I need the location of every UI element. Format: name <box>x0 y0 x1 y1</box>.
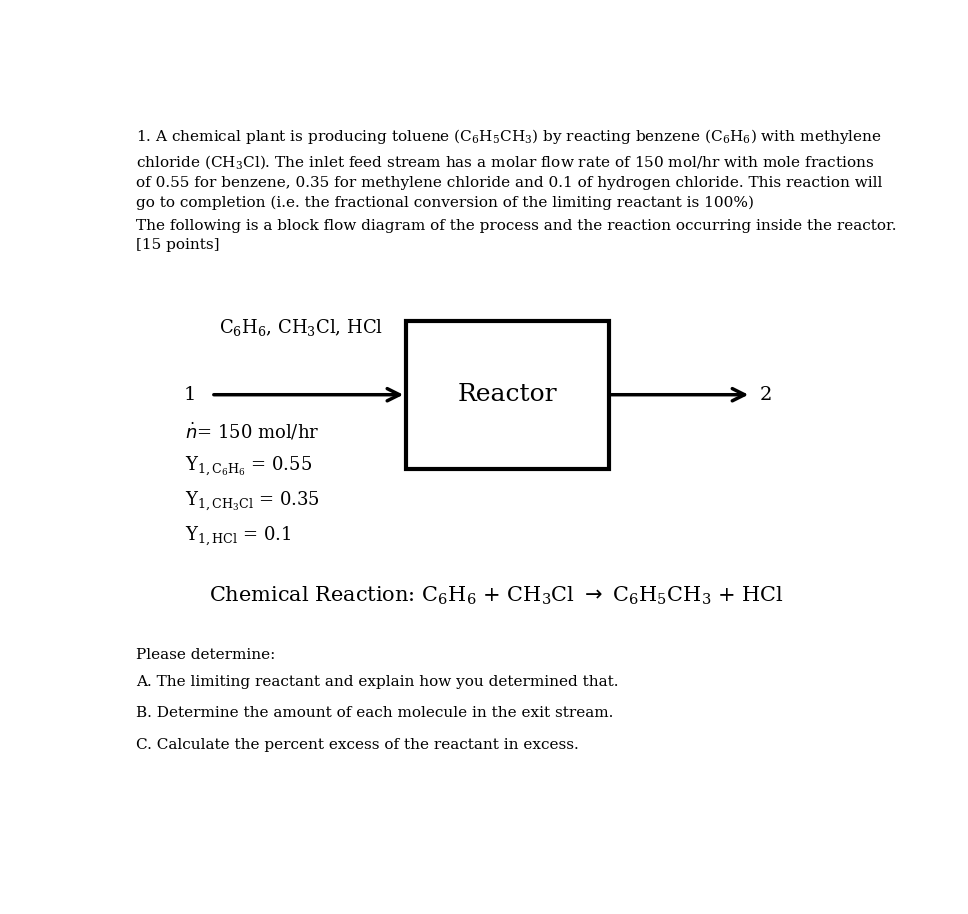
Bar <box>407 321 609 469</box>
Text: $\mathregular{Y_{1,HCl}}$ = 0.1: $\mathregular{Y_{1,HCl}}$ = 0.1 <box>185 525 291 548</box>
Text: A. The limiting reactant and explain how you determined that.: A. The limiting reactant and explain how… <box>136 675 619 689</box>
Text: $\dot{n}$= 150 mol/hr: $\dot{n}$= 150 mol/hr <box>185 420 319 442</box>
Text: 1: 1 <box>184 386 196 404</box>
Text: 2: 2 <box>760 386 772 404</box>
Text: Reactor: Reactor <box>458 383 558 406</box>
Text: Chemical Reaction: $\mathregular{C_6H_6}$ + $\mathregular{CH_3Cl}$ $\rightarrow$: Chemical Reaction: $\mathregular{C_6H_6}… <box>209 585 783 607</box>
Text: B. Determine the amount of each molecule in the exit stream.: B. Determine the amount of each molecule… <box>136 707 614 720</box>
Text: $\mathregular{Y_{1,CH_3Cl}}$ = 0.35: $\mathregular{Y_{1,CH_3Cl}}$ = 0.35 <box>185 490 319 513</box>
Text: C. Calculate the percent excess of the reactant in excess.: C. Calculate the percent excess of the r… <box>136 739 579 752</box>
Text: Please determine:: Please determine: <box>136 648 275 662</box>
Text: $\mathregular{C_6H_6}$, $\mathregular{CH_3Cl}$, HCl: $\mathregular{C_6H_6}$, $\mathregular{CH… <box>219 317 382 338</box>
Text: $\mathregular{Y_{1,C_6H_6}}$ = 0.55: $\mathregular{Y_{1,C_6H_6}}$ = 0.55 <box>185 454 312 478</box>
Text: The following is a block flow diagram of the process and the reaction occurring : The following is a block flow diagram of… <box>136 218 896 252</box>
Text: 1. A chemical plant is producing toluene ($\mathregular{C_6H_5CH_3}$) by reactin: 1. A chemical plant is producing toluene… <box>136 127 883 210</box>
